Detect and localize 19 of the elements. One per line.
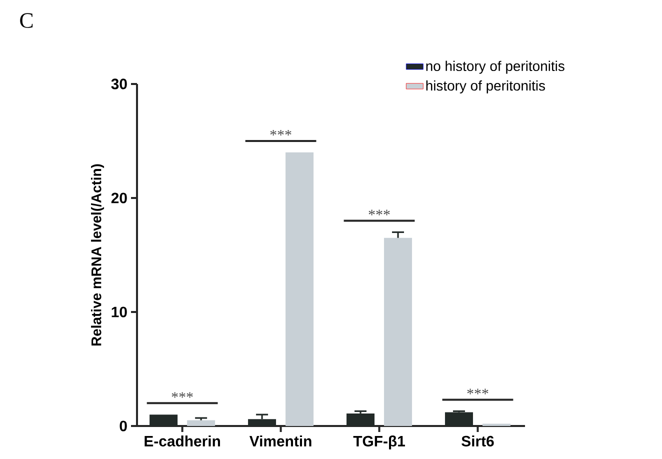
annotation: *** xyxy=(368,210,390,216)
y-tick-label: 30 xyxy=(111,78,127,90)
y-tick-label: 0 xyxy=(120,420,127,432)
bar xyxy=(286,152,314,426)
y-tick-label: 20 xyxy=(111,192,127,204)
annotation: *** xyxy=(467,388,488,394)
bar xyxy=(187,420,216,426)
annotation: *** xyxy=(270,130,292,136)
x-tick-label: Sirt6 xyxy=(462,436,494,446)
x-tick-label: E-cadherin xyxy=(144,436,220,446)
x-tick-label: Vimentin xyxy=(249,436,312,446)
text: C xyxy=(20,13,33,28)
y-axis-title: Relative mRNA level(/Actin) xyxy=(91,164,104,346)
bar xyxy=(384,238,412,426)
legend-label: no history of peritonitis xyxy=(426,60,564,74)
x-tick-label: TGF-β1 xyxy=(353,436,405,450)
legend-label: history of peritonitis xyxy=(426,80,545,94)
annotation: *** xyxy=(172,392,193,398)
y-tick-label: 10 xyxy=(112,306,127,318)
